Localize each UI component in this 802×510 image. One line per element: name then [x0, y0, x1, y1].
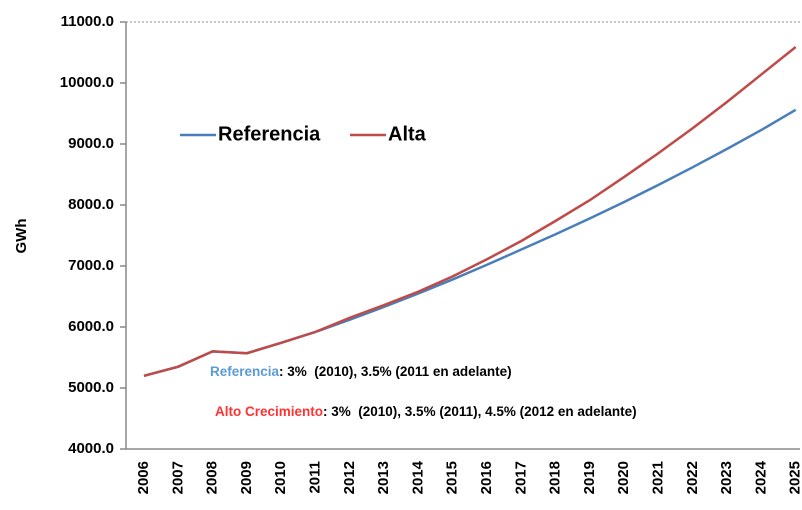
y-tick-label: 9000.0 [68, 135, 114, 152]
x-tick-label: 2009 [238, 461, 255, 494]
annotation: Alto Crecimiento: 3% (2010), 3.5% (2011)… [215, 404, 637, 419]
x-tick-label: 2020 [615, 461, 632, 494]
x-tick-label: 2021 [649, 461, 666, 494]
legend-label: Alta [388, 123, 427, 145]
x-tick-label: 2006 [135, 461, 152, 494]
y-tick-label: 8000.0 [68, 196, 114, 213]
x-tick-label: 2025 [787, 461, 802, 494]
x-tick-label: 2024 [752, 460, 769, 494]
annotation-label: Alto Crecimiento [215, 404, 323, 419]
legend-label: Referencia [218, 123, 321, 145]
y-tick-label: 5000.0 [68, 379, 114, 396]
series-line [143, 46, 797, 378]
x-tick-label: 2012 [341, 461, 358, 494]
x-tick-label: 2017 [512, 461, 529, 494]
x-tick-label: 2022 [684, 461, 701, 494]
annotation-text: : 3% (2010), 3.5% (2011 en adelante) [279, 364, 512, 379]
x-tick-label: 2007 [169, 461, 186, 494]
x-tick-label: 2018 [547, 461, 564, 494]
x-tick-label: 2016 [478, 461, 495, 494]
x-tick-label: 2019 [581, 461, 598, 494]
series-line [143, 108, 797, 378]
x-tick-label: 2011 [306, 461, 323, 494]
y-tick-label: 11000.0 [61, 13, 114, 30]
y-tick-label: 10000.0 [60, 74, 114, 91]
annotation-text: : 3% (2010), 3.5% (2011), 4.5% (2012 en … [323, 404, 637, 419]
y-axis-label: GWh [13, 219, 30, 254]
annotation-label: Referencia [210, 364, 280, 379]
annotation: Referencia: 3% (2010), 3.5% (2011 en ade… [210, 364, 512, 379]
x-tick-label: 2015 [444, 461, 461, 494]
x-tick-label: 2013 [375, 461, 392, 494]
x-tick-label: 2010 [272, 461, 289, 494]
y-tick-label: 4000.0 [68, 440, 114, 457]
x-tick-label: 2014 [409, 460, 426, 494]
x-tick-label: 2008 [204, 461, 221, 494]
x-tick-label: 2023 [718, 461, 735, 494]
y-tick-label: 6000.0 [68, 318, 114, 335]
y-tick-label: 7000.0 [68, 257, 114, 274]
